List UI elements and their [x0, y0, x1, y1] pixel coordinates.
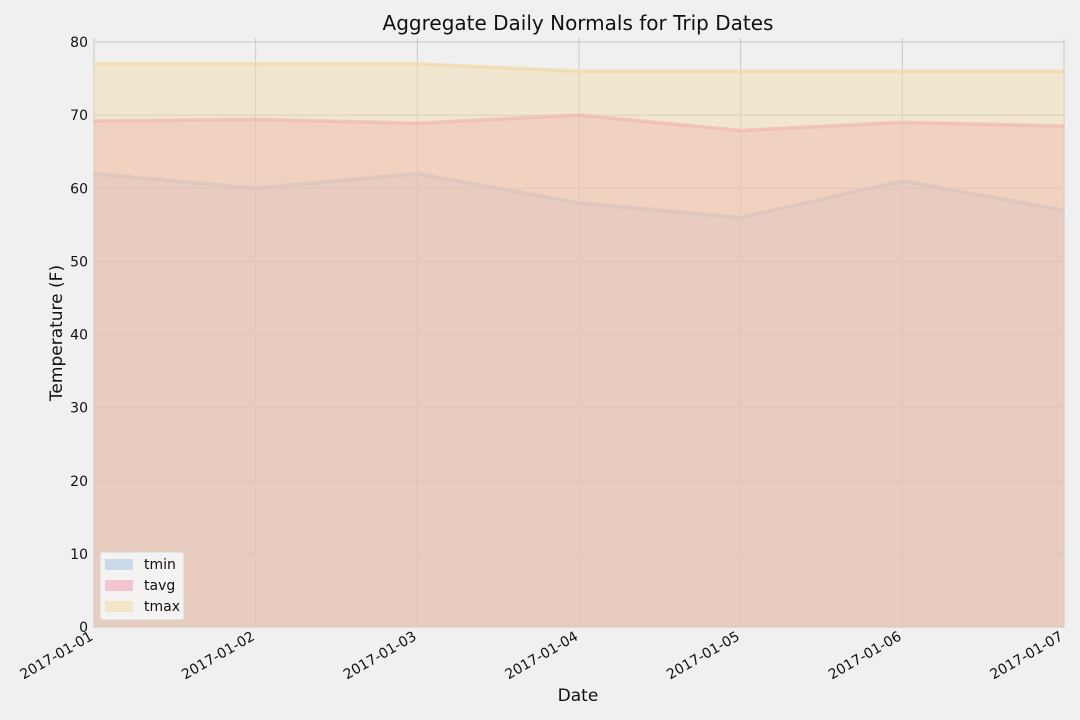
data-point-tmax	[416, 63, 419, 65]
data-point-tmax	[93, 63, 95, 65]
x-tick-label: 2017-01-02	[179, 629, 257, 684]
data-point-tmax	[578, 70, 580, 73]
x-tick-label: 2017-01-04	[503, 629, 582, 684]
y-tick-label: 30	[70, 401, 88, 417]
data-point-tavg	[901, 121, 904, 124]
x-axis-label: Date	[558, 686, 599, 706]
area-fill-tmin	[94, 173, 1064, 627]
y-tick-label: 80	[70, 35, 88, 51]
legend-label-tmin: tmin	[144, 557, 176, 573]
data-point-tmin	[416, 172, 419, 175]
data-point-tavg	[578, 114, 580, 116]
x-tick-label: 2017-01-06	[826, 629, 905, 684]
y-tick-label: 50	[70, 254, 88, 270]
data-point-tavg	[254, 118, 257, 121]
data-point-tavg	[93, 120, 95, 122]
legend-swatch-tmin	[105, 559, 133, 570]
legend: tmin tavg tmax	[99, 551, 185, 621]
y-tick-label: 0	[79, 620, 88, 636]
grid	[93, 38, 1065, 628]
data-point-tavg	[416, 122, 419, 124]
x-tick-label: 2017-01-07	[988, 629, 1066, 684]
y-tick-label: 70	[70, 108, 88, 124]
y-axis-label: Temperature (F)	[47, 265, 67, 402]
y-axis-ticks: 0 10 20 30 40 50 60 70 80	[70, 35, 88, 636]
data-point-tmax	[254, 63, 257, 65]
area-fill-tavg	[94, 115, 1064, 627]
x-axis-ticks: 2017-01-01 2017-01-02 2017-01-03 2017-01-04…	[18, 629, 1066, 684]
data-point-tmax	[1063, 70, 1065, 73]
data-point-tmin	[93, 172, 95, 175]
data-point-tmin	[739, 216, 742, 219]
x-tick-label: 2017-01-03	[341, 629, 419, 684]
data-point-tmax	[901, 70, 904, 73]
legend-swatch-tavg	[105, 580, 133, 591]
data-point-tmax	[739, 70, 742, 73]
data-point-tavg	[739, 129, 742, 132]
y-tick-label: 20	[70, 474, 88, 490]
area-series-group	[93, 62, 1065, 627]
data-point-tmin	[1063, 209, 1065, 211]
chart-title: Aggregate Daily Normals for Trip Dates	[383, 11, 774, 35]
data-point-tmin	[578, 202, 580, 204]
y-tick-label: 40	[70, 328, 88, 344]
data-point-tmin	[901, 180, 904, 182]
legend-label-tavg: tavg	[144, 578, 175, 594]
x-tick-label: 2017-01-01	[18, 629, 96, 684]
data-point-tmin	[254, 187, 257, 190]
y-tick-label: 10	[70, 547, 88, 563]
legend-swatch-tmax	[105, 601, 133, 612]
data-point-tavg	[1063, 125, 1065, 127]
legend-label-tmax: tmax	[144, 599, 180, 615]
y-tick-label: 60	[70, 181, 88, 197]
x-tick-label: 2017-01-05	[664, 629, 742, 684]
area-fill-tmax	[94, 63, 1064, 627]
